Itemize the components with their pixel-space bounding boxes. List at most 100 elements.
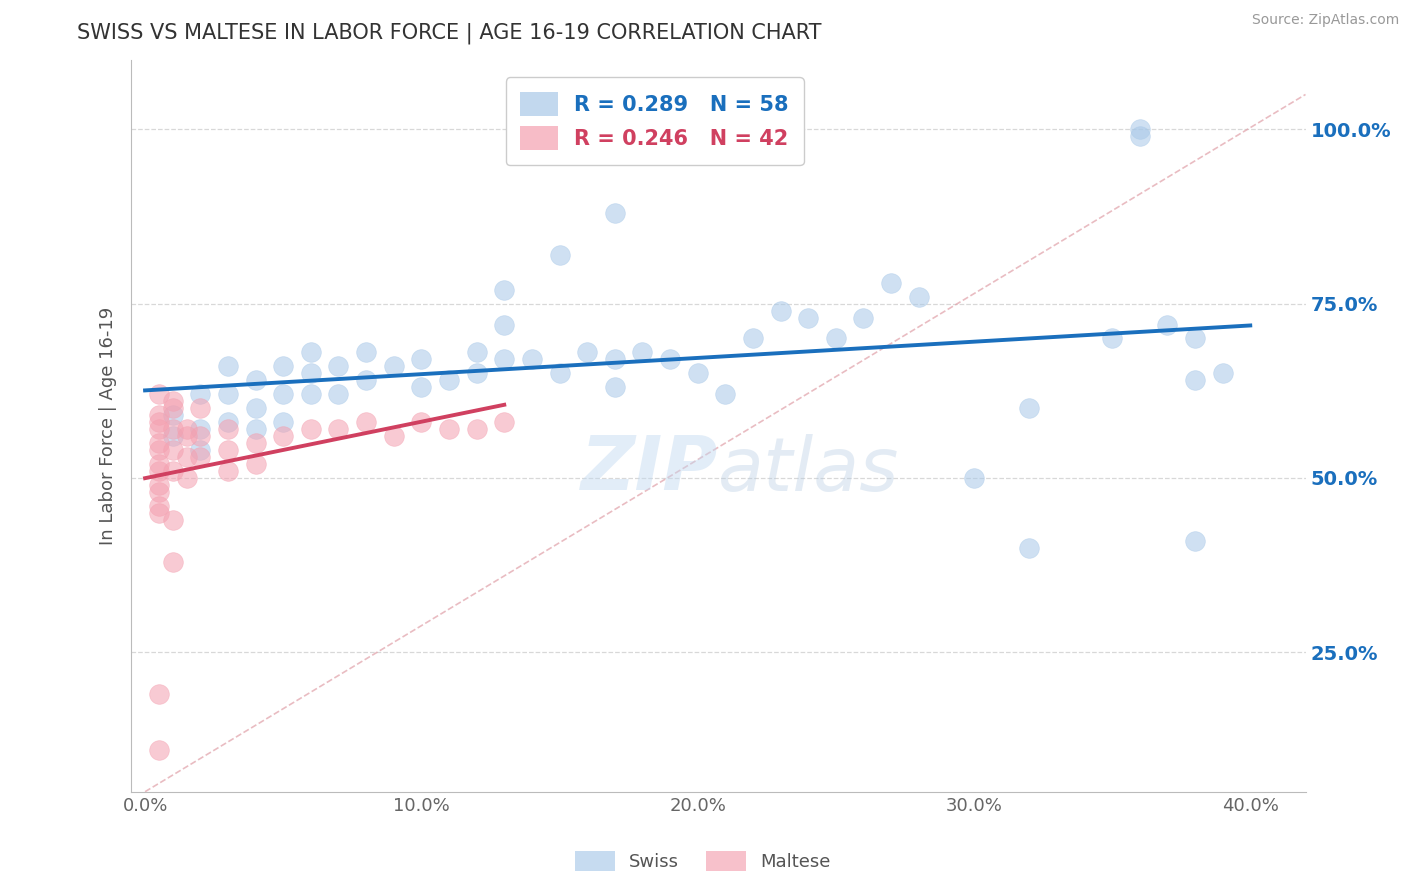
Point: [271, 359, 294, 374]
Y-axis label: In Labor Force | Age 16-19: In Labor Force | Age 16-19: [100, 307, 117, 545]
Point: [494, 283, 516, 297]
Point: [769, 303, 792, 318]
Point: [245, 457, 267, 471]
Point: [437, 422, 460, 436]
Point: [354, 415, 377, 429]
Point: [148, 687, 170, 701]
Point: [148, 415, 170, 429]
Point: [686, 367, 709, 381]
Point: [907, 290, 929, 304]
Point: [162, 464, 184, 478]
Point: [1018, 401, 1040, 416]
Point: [520, 352, 543, 367]
Point: [162, 429, 184, 443]
Point: [494, 352, 516, 367]
Point: [299, 345, 322, 359]
Point: [162, 408, 184, 422]
Point: [548, 248, 571, 262]
Point: [148, 464, 170, 478]
Point: [148, 422, 170, 436]
Point: [603, 380, 626, 394]
Point: [1212, 367, 1234, 381]
Point: [148, 478, 170, 492]
Point: [148, 443, 170, 458]
Point: [548, 367, 571, 381]
Point: [148, 457, 170, 471]
Point: [245, 401, 267, 416]
Point: [411, 380, 433, 394]
Point: [328, 387, 350, 401]
Point: [217, 464, 239, 478]
Point: [245, 436, 267, 450]
Point: [148, 387, 170, 401]
Point: [1018, 541, 1040, 555]
Point: [245, 422, 267, 436]
Point: [742, 331, 765, 345]
Point: [852, 310, 875, 325]
Point: [603, 352, 626, 367]
Point: [162, 422, 184, 436]
Point: [148, 436, 170, 450]
Point: [148, 484, 170, 499]
Point: [1129, 122, 1152, 136]
Point: [188, 429, 211, 443]
Point: [217, 387, 239, 401]
Point: [148, 506, 170, 520]
Point: [271, 387, 294, 401]
Point: [176, 422, 198, 436]
Point: [437, 373, 460, 387]
Point: [411, 415, 433, 429]
Point: [188, 401, 211, 416]
Point: [1129, 129, 1152, 144]
Point: [411, 352, 433, 367]
Point: [659, 352, 682, 367]
Point: [328, 422, 350, 436]
Legend: R = 0.289   N = 58, R = 0.246   N = 42: R = 0.289 N = 58, R = 0.246 N = 42: [506, 78, 803, 165]
Point: [162, 513, 184, 527]
Point: [797, 310, 820, 325]
Point: [188, 450, 211, 464]
Point: [148, 499, 170, 513]
Point: [1184, 331, 1206, 345]
Point: [824, 331, 846, 345]
Point: [299, 387, 322, 401]
Point: [1101, 331, 1123, 345]
Point: [271, 415, 294, 429]
Point: [354, 345, 377, 359]
Text: Source: ZipAtlas.com: Source: ZipAtlas.com: [1251, 13, 1399, 28]
Point: [963, 471, 986, 485]
Point: [465, 367, 488, 381]
Point: [245, 373, 267, 387]
Point: [576, 345, 599, 359]
Point: [162, 443, 184, 458]
Point: [148, 743, 170, 757]
Point: [714, 387, 737, 401]
Point: [217, 359, 239, 374]
Point: [1184, 533, 1206, 548]
Point: [354, 373, 377, 387]
Point: [176, 429, 198, 443]
Point: [880, 276, 903, 290]
Point: [299, 367, 322, 381]
Point: [1184, 373, 1206, 387]
Point: [176, 471, 198, 485]
Point: [188, 387, 211, 401]
Point: [162, 394, 184, 409]
Point: [162, 555, 184, 569]
Point: [217, 422, 239, 436]
Point: [494, 415, 516, 429]
Point: [382, 429, 405, 443]
Text: ZIP: ZIP: [581, 434, 718, 506]
Text: SWISS VS MALTESE IN LABOR FORCE | AGE 16-19 CORRELATION CHART: SWISS VS MALTESE IN LABOR FORCE | AGE 16…: [77, 22, 823, 44]
Point: [465, 345, 488, 359]
Point: [328, 359, 350, 374]
Point: [299, 422, 322, 436]
Point: [603, 206, 626, 220]
Point: [465, 422, 488, 436]
Point: [217, 415, 239, 429]
Point: [176, 450, 198, 464]
Point: [148, 408, 170, 422]
Point: [217, 443, 239, 458]
Point: [271, 429, 294, 443]
Point: [494, 318, 516, 332]
